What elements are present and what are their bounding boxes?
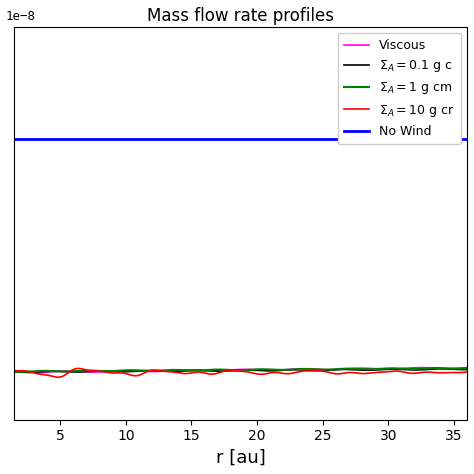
$\Sigma_A = 10$ g cr	[11, 368, 17, 374]
No Wind	[91, 136, 97, 142]
Viscous	[315, 366, 320, 372]
Viscous	[353, 365, 359, 371]
$\Sigma_A = 1$ g cm	[217, 367, 223, 373]
No Wind	[464, 136, 470, 142]
$\Sigma_A = 0.1$ g c	[92, 368, 98, 374]
$\Sigma_A = 10$ g cr	[218, 369, 223, 375]
$\Sigma_A = 1$ g cm	[11, 369, 17, 374]
$\Sigma_A = 1$ g cm	[279, 367, 285, 373]
$\Sigma_A = 10$ g cr	[315, 368, 321, 374]
$\Sigma_A = 1$ g cm	[92, 368, 98, 374]
Viscous	[92, 369, 98, 375]
No Wind	[314, 136, 319, 142]
$\Sigma_A = 10$ g cr	[464, 369, 470, 375]
$\Sigma_A = 0.1$ g c	[438, 366, 444, 372]
$\Sigma_A = 0.1$ g c	[279, 367, 285, 373]
No Wind	[278, 136, 284, 142]
$\Sigma_A = 10$ g cr	[354, 370, 360, 376]
$\Sigma_A = 1$ g cm	[353, 366, 359, 372]
Viscous	[128, 368, 134, 374]
Line: $\Sigma_A = 1$ g cm: $\Sigma_A = 1$ g cm	[14, 368, 467, 372]
Viscous	[33, 370, 38, 375]
Viscous	[464, 365, 470, 371]
No Wind	[216, 136, 222, 142]
$\Sigma_A = 1$ g cm	[432, 365, 438, 371]
Line: $\Sigma_A = 0.1$ g c: $\Sigma_A = 0.1$ g c	[14, 369, 467, 372]
$\Sigma_A = 10$ g cr	[93, 368, 99, 374]
Viscous	[279, 367, 285, 373]
$\Sigma_A = 10$ g cr	[76, 365, 82, 371]
Line: Viscous: Viscous	[14, 368, 467, 373]
No Wind	[128, 136, 134, 142]
No Wind	[11, 136, 17, 142]
$\Sigma_A = 10$ g cr	[280, 371, 285, 376]
$\Sigma_A = 1$ g cm	[18, 369, 24, 374]
X-axis label: r [au]: r [au]	[216, 449, 265, 467]
Legend: Viscous, $\Sigma_A = 0.1$ g c, $\Sigma_A = 1$ g cm, $\Sigma_A = 10$ g cr, No Win: Viscous, $\Sigma_A = 0.1$ g c, $\Sigma_A…	[338, 33, 461, 144]
Viscous	[217, 368, 223, 374]
Line: $\Sigma_A = 10$ g cr: $\Sigma_A = 10$ g cr	[14, 368, 467, 377]
Text: 1e−8: 1e−8	[5, 9, 35, 23]
Title: Mass flow rate profiles: Mass flow rate profiles	[147, 7, 334, 25]
$\Sigma_A = 0.1$ g c	[464, 367, 470, 373]
$\Sigma_A = 0.1$ g c	[315, 368, 320, 374]
$\Sigma_A = 0.1$ g c	[353, 367, 359, 373]
$\Sigma_A = 1$ g cm	[464, 365, 470, 371]
$\Sigma_A = 10$ g cr	[129, 373, 135, 378]
$\Sigma_A = 0.1$ g c	[128, 369, 134, 374]
Viscous	[11, 369, 17, 374]
No Wind	[352, 136, 358, 142]
$\Sigma_A = 0.1$ g c	[24, 369, 30, 375]
$\Sigma_A = 10$ g cr	[55, 374, 61, 380]
$\Sigma_A = 1$ g cm	[128, 367, 134, 373]
$\Sigma_A = 1$ g cm	[315, 366, 320, 372]
$\Sigma_A = 0.1$ g c	[11, 369, 17, 374]
$\Sigma_A = 0.1$ g c	[217, 368, 223, 374]
